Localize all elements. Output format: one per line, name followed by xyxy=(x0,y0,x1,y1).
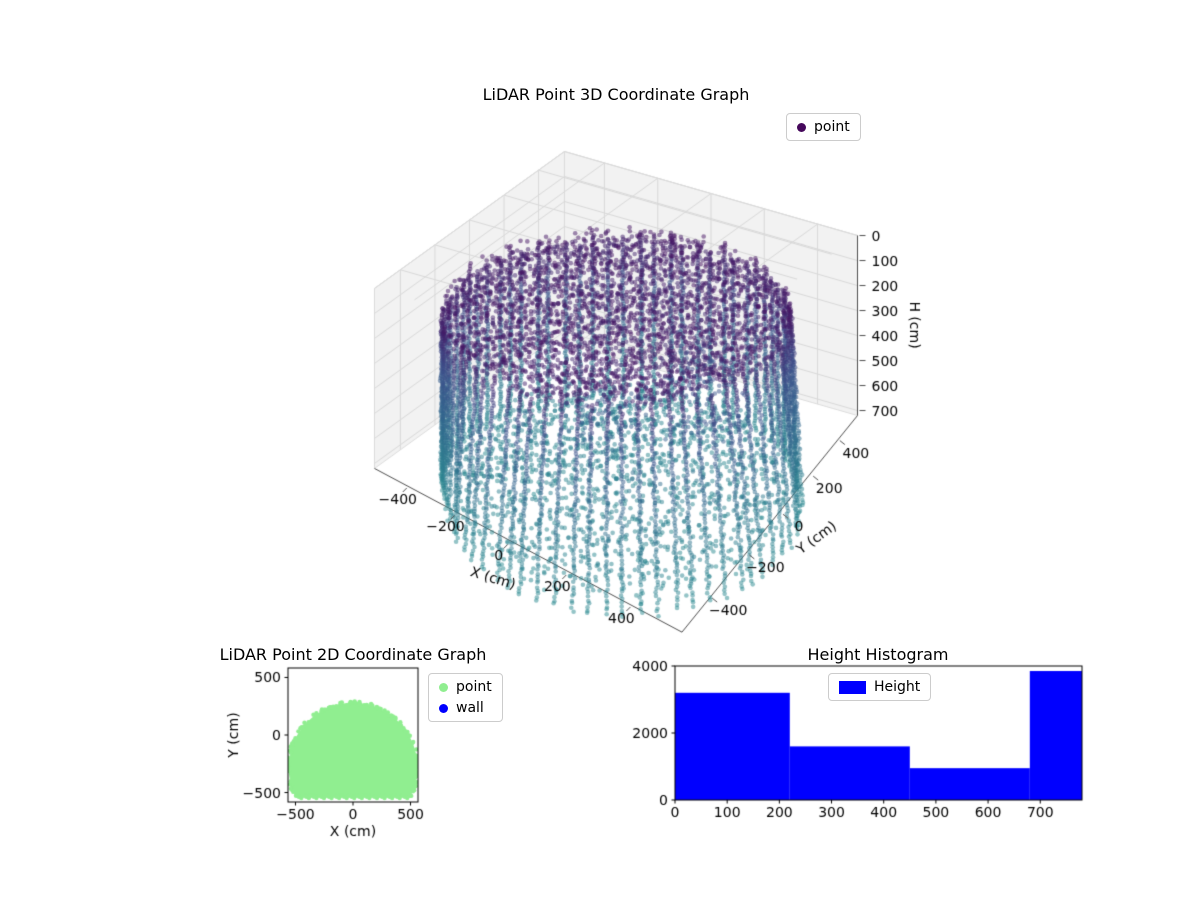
legend-label-point: point xyxy=(814,119,850,135)
chart3d-legend: point xyxy=(786,113,861,141)
chart2d-legend: point wall xyxy=(428,673,503,722)
chart2d-title: LiDAR Point 2D Coordinate Graph xyxy=(219,645,487,664)
legend-item-wall: wall xyxy=(439,699,492,717)
legend-item-height: Height xyxy=(839,678,920,696)
point-marker-icon xyxy=(439,682,448,692)
legend-item-point: point xyxy=(797,118,850,136)
point-marker-icon xyxy=(797,122,806,132)
legend-label-height: Height xyxy=(874,679,921,695)
height-patch-icon xyxy=(839,680,866,694)
histogram-legend: Height xyxy=(828,673,932,701)
wall-marker-icon xyxy=(439,703,448,713)
legend-label-point: point xyxy=(456,679,492,695)
legend-item-point: point xyxy=(439,678,492,696)
legend-label-wall: wall xyxy=(456,700,484,716)
histogram-title: Height Histogram xyxy=(807,645,949,664)
chart3d-title: LiDAR Point 3D Coordinate Graph xyxy=(482,85,750,104)
